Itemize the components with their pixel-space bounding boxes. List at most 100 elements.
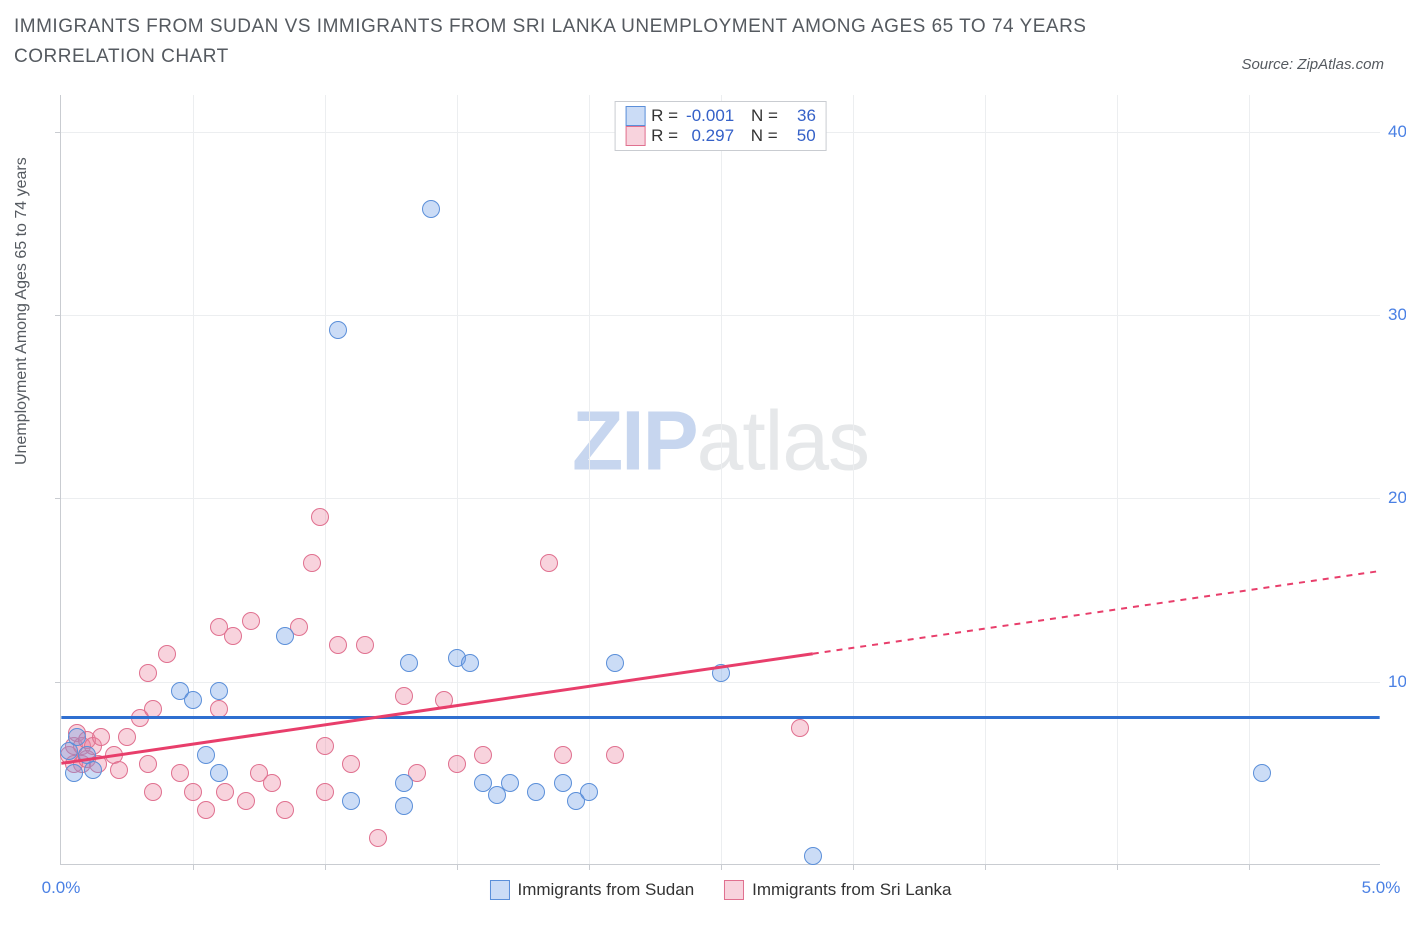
point-srilanka: [118, 728, 136, 746]
gridline-v: [589, 95, 590, 864]
point-srilanka: [92, 728, 110, 746]
point-srilanka: [144, 700, 162, 718]
point-srilanka: [369, 829, 387, 847]
point-sudan: [329, 321, 347, 339]
gridline-v: [721, 95, 722, 864]
point-sudan: [1253, 764, 1271, 782]
point-srilanka: [303, 554, 321, 572]
point-sudan: [804, 847, 822, 865]
point-srilanka: [435, 691, 453, 709]
point-srilanka: [606, 746, 624, 764]
chart-title: IMMIGRANTS FROM SUDAN VS IMMIGRANTS FROM…: [14, 12, 1206, 73]
tick-x: [193, 864, 194, 870]
point-sudan: [554, 774, 572, 792]
n-label: N =: [751, 106, 778, 126]
point-sudan: [527, 783, 545, 801]
point-sudan: [276, 627, 294, 645]
r-label: R =: [651, 106, 678, 126]
point-sudan: [197, 746, 215, 764]
correlation-legend: R = -0.001 N = 36 R = 0.297 N = 50: [614, 101, 827, 151]
point-srilanka: [197, 801, 215, 819]
y-tick-label: 10.0%: [1388, 672, 1406, 692]
point-sudan: [84, 761, 102, 779]
point-srilanka: [171, 764, 189, 782]
tick-x: [721, 864, 722, 870]
point-srilanka: [791, 719, 809, 737]
point-srilanka: [237, 792, 255, 810]
point-srilanka: [224, 627, 242, 645]
legend-row-sudan: R = -0.001 N = 36: [625, 106, 816, 126]
point-srilanka: [316, 783, 334, 801]
legend-item-sudan: Immigrants from Sudan: [489, 880, 694, 900]
y-tick-label: 20.0%: [1388, 488, 1406, 508]
point-sudan: [422, 200, 440, 218]
point-srilanka: [540, 554, 558, 572]
legend-item-srilanka: Immigrants from Sri Lanka: [724, 880, 951, 900]
r-value: 0.297: [686, 126, 734, 146]
x-tick-label: 0.0%: [42, 878, 81, 898]
tick-x: [1249, 864, 1250, 870]
point-srilanka: [139, 755, 157, 773]
point-srilanka: [110, 761, 128, 779]
point-sudan: [395, 797, 413, 815]
point-sudan: [395, 774, 413, 792]
gridline-v: [853, 95, 854, 864]
tick-x: [457, 864, 458, 870]
point-srilanka: [242, 612, 260, 630]
point-sudan: [712, 664, 730, 682]
tick-x: [985, 864, 986, 870]
chart-plot-area: ZIPatlas R = -0.001 N = 36 R = 0.297 N =…: [60, 95, 1380, 865]
point-sudan: [184, 691, 202, 709]
y-axis-title: Unemployment Among Ages 65 to 74 years: [13, 157, 31, 465]
r-value: -0.001: [686, 106, 734, 126]
point-sudan: [65, 764, 83, 782]
point-srilanka: [144, 783, 162, 801]
point-srilanka: [158, 645, 176, 663]
n-value: 36: [786, 106, 816, 126]
tick-y: [55, 682, 61, 683]
gridline-v: [1249, 95, 1250, 864]
point-srilanka: [395, 687, 413, 705]
gridline-v: [193, 95, 194, 864]
point-srilanka: [474, 746, 492, 764]
tick-x: [325, 864, 326, 870]
swatch-srilanka: [724, 880, 744, 900]
point-sudan: [461, 654, 479, 672]
point-srilanka: [329, 636, 347, 654]
point-sudan: [606, 654, 624, 672]
legend-label: Immigrants from Sri Lanka: [752, 880, 951, 900]
point-sudan: [400, 654, 418, 672]
point-srilanka: [276, 801, 294, 819]
legend-row-srilanka: R = 0.297 N = 50: [625, 126, 816, 146]
point-srilanka: [554, 746, 572, 764]
tick-x: [589, 864, 590, 870]
gridline-v: [1117, 95, 1118, 864]
point-sudan: [501, 774, 519, 792]
point-srilanka: [356, 636, 374, 654]
point-srilanka: [448, 755, 466, 773]
source-attribution: Source: ZipAtlas.com: [1241, 56, 1384, 73]
n-value: 50: [786, 126, 816, 146]
point-sudan: [342, 792, 360, 810]
point-sudan: [210, 764, 228, 782]
n-label: N =: [751, 126, 778, 146]
gridline-v: [985, 95, 986, 864]
point-srilanka: [263, 774, 281, 792]
point-srilanka: [316, 737, 334, 755]
tick-y: [55, 315, 61, 316]
y-tick-label: 30.0%: [1388, 305, 1406, 325]
tick-x: [1117, 864, 1118, 870]
point-srilanka: [216, 783, 234, 801]
point-srilanka: [210, 700, 228, 718]
swatch-sudan: [625, 106, 645, 126]
x-tick-label: 5.0%: [1362, 878, 1401, 898]
point-sudan: [580, 783, 598, 801]
swatch-sudan: [489, 880, 509, 900]
r-label: R =: [651, 126, 678, 146]
point-srilanka: [184, 783, 202, 801]
gridline-v: [457, 95, 458, 864]
legend-label: Immigrants from Sudan: [517, 880, 694, 900]
point-srilanka: [342, 755, 360, 773]
swatch-srilanka: [625, 126, 645, 146]
point-sudan: [210, 682, 228, 700]
